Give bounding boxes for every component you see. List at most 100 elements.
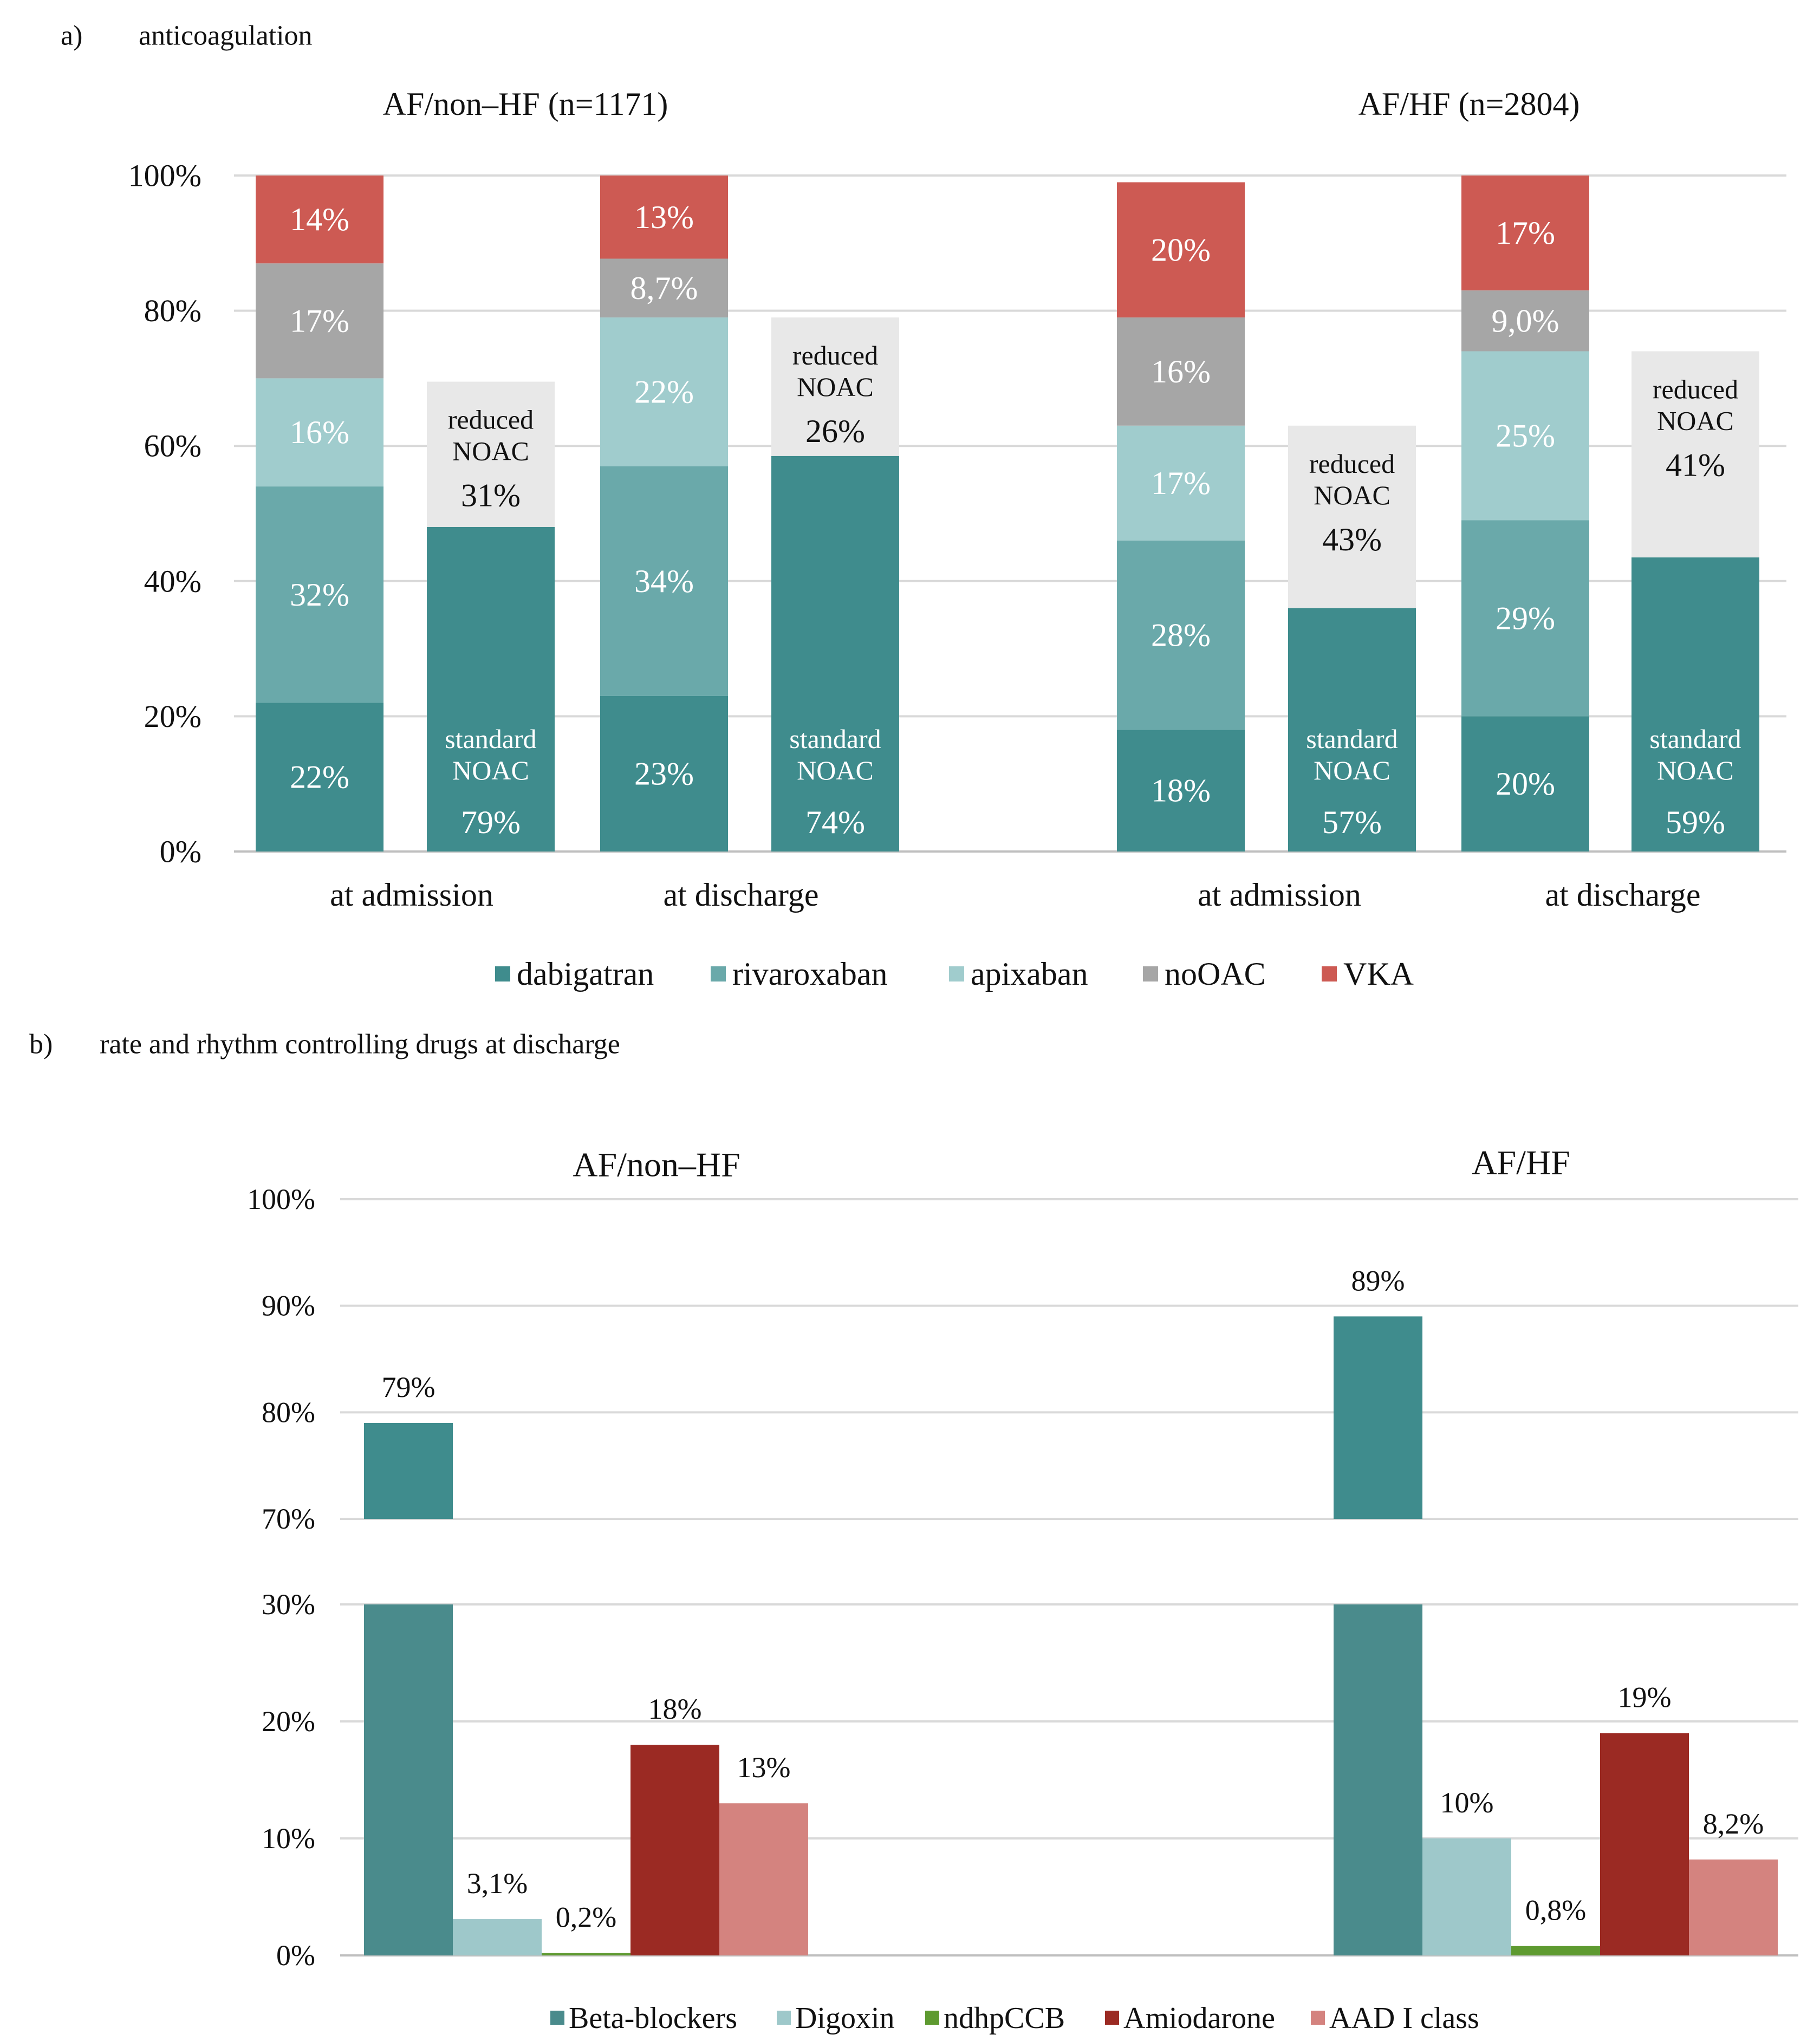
stack-segment-label: 18% — [1151, 773, 1211, 809]
panel-b-category-title: AF/non–HF — [573, 1146, 740, 1184]
noac-reduced-bar — [427, 381, 555, 527]
panel-b-y-tick: 80% — [262, 1396, 315, 1428]
bar-value-label: 0,2% — [556, 1901, 616, 1934]
bar-value-label: 13% — [737, 1751, 791, 1784]
panel-a-y-tick: 100% — [128, 158, 202, 193]
legend-a-swatch-dabigatran — [495, 966, 510, 981]
bar-AAD I class — [1689, 1859, 1778, 1955]
noac-reduced-text: reduced — [1309, 448, 1395, 479]
stack-segment-rivaroxaban — [1461, 520, 1589, 717]
stack-segment-label: 17% — [1151, 465, 1211, 501]
legend-b-swatch — [1311, 2011, 1325, 2025]
panel-a-group-title: AF/HF (n=2804) — [1358, 86, 1580, 122]
noac-standard-text: standard — [1306, 724, 1398, 754]
stack-segment-label: 17% — [1496, 215, 1555, 251]
noac-standard-bar — [1632, 557, 1759, 851]
legend-b-label: AAD I class — [1329, 2001, 1479, 2035]
panel-a-group-title: AF/non–HF (n=1171) — [383, 86, 668, 122]
stack-segment-label: 34% — [634, 563, 694, 599]
panel-a-timepoint-label: at discharge — [1545, 877, 1700, 913]
noac-standard-value: 74% — [805, 804, 865, 840]
noac-standard-value: 57% — [1322, 804, 1382, 840]
stack-segment-apixaban — [1461, 351, 1589, 521]
noac-reduced-value: 31% — [461, 478, 521, 514]
stack-segment-rivaroxaban — [1117, 540, 1245, 730]
noac-reduced-bar — [1288, 425, 1416, 608]
stack-segment-label: 28% — [1151, 618, 1211, 653]
stack-segment-label: 20% — [1151, 232, 1211, 268]
legend-a-label: rivaroxaban — [732, 956, 888, 992]
legend-b-label: ndhpCCB — [944, 2001, 1065, 2035]
legend-a-label: noOAC — [1165, 956, 1266, 992]
panel-b-y-tick: 90% — [262, 1290, 315, 1322]
noac-reduced-value: 26% — [805, 413, 865, 449]
bar-value-label: 0,8% — [1525, 1894, 1586, 1927]
panel-a-y-tick: 60% — [144, 428, 202, 464]
noac-standard-text: standard — [445, 724, 536, 754]
stack-segment-label: 29% — [1496, 600, 1555, 636]
bar-Beta-blockers-upper — [364, 1423, 453, 1519]
noac-standard-text: NOAC — [1314, 755, 1390, 785]
panel-b-y-tick: 100% — [247, 1183, 315, 1216]
stack-segment-noOAC — [256, 263, 384, 379]
stack-segment-VKA — [256, 176, 384, 264]
bar-value-label: 10% — [1440, 1786, 1494, 1819]
stack-segment-label: 23% — [634, 756, 694, 791]
stack-segment-VKA — [1117, 182, 1245, 318]
stack-segment-label: 13% — [634, 199, 694, 235]
noac-reduced-text: reduced — [1653, 374, 1738, 404]
stack-segment-VKA — [1461, 176, 1589, 291]
legend-b-swatch — [925, 2011, 939, 2025]
panel-b-letter: b) — [29, 1029, 53, 1060]
stack-segment-noOAC — [600, 258, 728, 318]
bar-value-label: 3,1% — [467, 1867, 528, 1900]
panel-b-y-tick: 70% — [262, 1503, 315, 1535]
panel-a-y-tick: 80% — [144, 293, 202, 328]
panel-a-timepoint-label: at admission — [1198, 877, 1361, 913]
bar-Digoxin — [1422, 1838, 1511, 1955]
panel-b-y-tick: 20% — [262, 1705, 315, 1738]
noac-standard-value: 79% — [461, 804, 521, 840]
legend-b-label: Amiodarone — [1123, 2001, 1275, 2035]
stack-segment-label: 14% — [290, 202, 349, 237]
noac-standard-bar — [427, 526, 555, 851]
stack-segment-apixaban — [256, 378, 384, 487]
noac-standard-bar — [771, 456, 899, 851]
legend-a-label: VKA — [1343, 956, 1414, 992]
legend-a-swatch-rivaroxaban — [711, 966, 726, 981]
panel-a-title: anticoagulation — [139, 21, 313, 51]
bar-Beta-blockers-lower — [364, 1604, 453, 1955]
bar-value-label: 19% — [1618, 1681, 1672, 1714]
stack-segment-label: 16% — [1151, 354, 1211, 389]
noac-standard-bar — [1288, 608, 1416, 851]
noac-standard-text: standard — [789, 724, 881, 754]
panel-a-y-tick: 0% — [160, 834, 202, 869]
bar-Amiodarone — [630, 1745, 719, 1955]
noac-standard-text: standard — [1649, 724, 1741, 754]
bar-Amiodarone — [1600, 1733, 1689, 1955]
legend-a-swatch-apixaban — [949, 966, 964, 981]
stack-segment-label: 16% — [290, 414, 349, 450]
noac-reduced-text: NOAC — [452, 436, 529, 466]
stack-segment-apixaban — [600, 317, 728, 466]
legend-a-label: apixaban — [971, 956, 1088, 992]
stack-segment-dabigatran — [256, 703, 384, 851]
panel-b-title: rate and rhythm controlling drugs at dis… — [100, 1029, 620, 1060]
bar-ndhpCCB — [542, 1953, 630, 1955]
stack-segment-label: 22% — [634, 374, 694, 410]
stack-segment-label: 17% — [290, 303, 349, 339]
panel-a-y-tick: 20% — [144, 699, 202, 734]
stack-segment-noOAC — [1461, 290, 1589, 352]
bar-ndhpCCB — [1511, 1946, 1600, 1955]
stack-segment-apixaban — [1117, 425, 1245, 541]
stack-segment-label: 22% — [290, 759, 349, 795]
stack-segment-dabigatran — [600, 696, 728, 851]
noac-reduced-text: NOAC — [1657, 405, 1734, 435]
noac-reduced-text: NOAC — [797, 372, 874, 402]
stack-segment-dabigatran — [1117, 730, 1245, 851]
noac-standard-text: NOAC — [452, 755, 529, 785]
bar-value-label: 79% — [382, 1371, 435, 1403]
bar-value-label: 8,2% — [1703, 1808, 1764, 1840]
legend-b-swatch — [1105, 2011, 1119, 2025]
